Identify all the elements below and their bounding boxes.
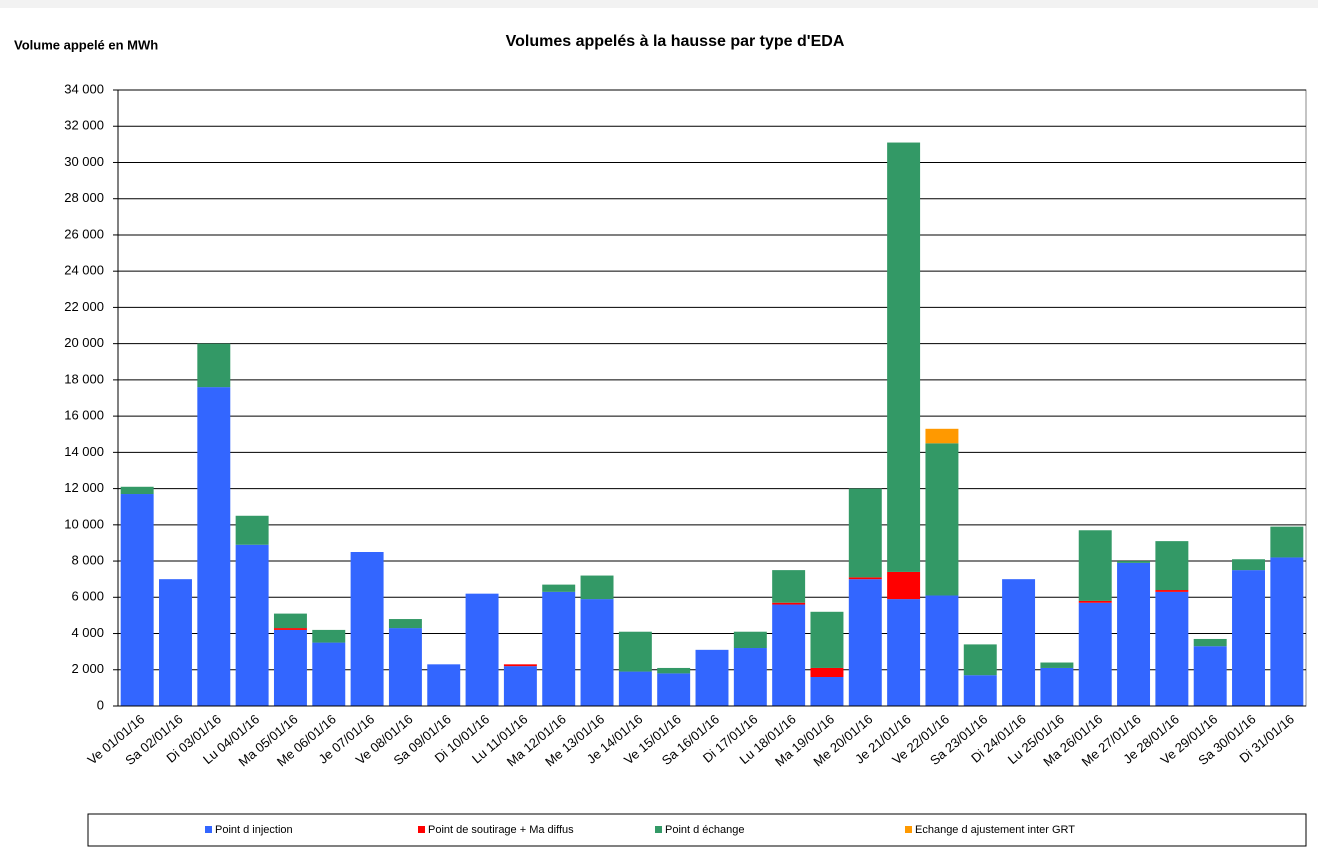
bar-segment bbox=[465, 593, 499, 706]
legend-label: Echange d ajustement inter GRT bbox=[915, 824, 1075, 836]
bar-segment bbox=[1155, 590, 1189, 592]
y-tick-label: 22 000 bbox=[64, 299, 104, 314]
bar-segment bbox=[887, 571, 921, 600]
top-strip bbox=[0, 0, 1318, 8]
bar-segment bbox=[503, 664, 537, 667]
legend-swatch bbox=[655, 826, 662, 833]
bar-segment bbox=[120, 486, 154, 495]
bar-segment bbox=[1117, 562, 1151, 706]
bar-segment bbox=[848, 579, 882, 706]
bar-segment bbox=[1232, 570, 1265, 706]
bar-segment bbox=[235, 515, 269, 545]
bar-segment bbox=[772, 604, 806, 706]
bar-segment bbox=[963, 675, 997, 706]
y-tick-label: 32 000 bbox=[64, 118, 104, 133]
bar-segment bbox=[542, 584, 576, 592]
legend-box bbox=[87, 813, 1307, 847]
bar-segment bbox=[887, 599, 921, 706]
bar-segment bbox=[235, 544, 269, 706]
bar-segment bbox=[312, 642, 346, 706]
legend-label: Point d injection bbox=[215, 824, 293, 836]
bar-segment bbox=[1155, 541, 1189, 591]
bar-segment bbox=[1155, 591, 1189, 706]
bar-segment bbox=[848, 577, 882, 580]
bar-segment bbox=[810, 677, 844, 706]
bar-segment bbox=[1193, 646, 1227, 706]
bar-segment bbox=[810, 667, 844, 678]
y-tick-label: 10 000 bbox=[64, 516, 104, 531]
y-tick-label: 28 000 bbox=[64, 190, 104, 205]
legend-swatch bbox=[418, 826, 425, 833]
y-tick-label: 2 000 bbox=[71, 661, 104, 676]
bar-segment bbox=[733, 631, 767, 649]
bar-segment bbox=[1078, 530, 1112, 601]
y-tick-label: 20 000 bbox=[64, 335, 104, 350]
bar-segment bbox=[580, 599, 614, 706]
bar-segment bbox=[925, 443, 959, 596]
bar-segment bbox=[963, 644, 997, 676]
bar-segment bbox=[197, 387, 231, 706]
bar-segment bbox=[1002, 579, 1036, 706]
bar-segment bbox=[120, 494, 154, 706]
legend-swatch bbox=[905, 826, 912, 833]
bar-segment bbox=[503, 666, 537, 706]
y-tick-label: 8 000 bbox=[71, 552, 104, 567]
bar-segment bbox=[388, 619, 422, 629]
y-axis-label: Volume appelé en MWh bbox=[14, 37, 158, 52]
legend-label: Point d échange bbox=[665, 824, 745, 836]
y-tick-label: 4 000 bbox=[71, 625, 104, 640]
legend-label: Point de soutirage + Ma diffus bbox=[428, 824, 574, 836]
bar-segment bbox=[887, 142, 921, 572]
bar-segment bbox=[427, 664, 461, 706]
bar-segment bbox=[657, 673, 691, 706]
y-tick-label: 24 000 bbox=[64, 263, 104, 278]
bar-segment bbox=[1078, 600, 1112, 603]
y-tick-label: 16 000 bbox=[64, 408, 104, 423]
bar-segment bbox=[925, 595, 959, 706]
bar-segment bbox=[1078, 602, 1112, 706]
bar-segment bbox=[1117, 561, 1151, 563]
legend-swatch bbox=[205, 826, 212, 833]
bar-segment bbox=[772, 570, 806, 603]
y-tick-label: 30 000 bbox=[64, 154, 104, 169]
chart-title: Volumes appelés à la hausse par type d'E… bbox=[506, 33, 845, 50]
bar-segment bbox=[695, 649, 729, 706]
bar-segment bbox=[810, 611, 844, 668]
y-tick-label: 6 000 bbox=[71, 589, 104, 604]
bar-segment bbox=[618, 671, 652, 706]
bar-segment bbox=[273, 629, 307, 706]
bar-segment bbox=[618, 631, 652, 672]
bar-segment bbox=[772, 602, 806, 605]
bar-segment bbox=[1040, 667, 1074, 706]
y-tick-label: 26 000 bbox=[64, 226, 104, 241]
bar-segment bbox=[733, 648, 767, 706]
bar-segment bbox=[1232, 559, 1265, 571]
bar-segment bbox=[273, 628, 307, 630]
bar-segment bbox=[197, 343, 231, 388]
bar-segment bbox=[580, 575, 614, 600]
y-tick-label: 14 000 bbox=[64, 444, 104, 459]
y-tick-label: 0 bbox=[97, 697, 104, 712]
bar-segment bbox=[1193, 638, 1227, 647]
y-tick-label: 34 000 bbox=[64, 81, 104, 96]
bar-segment bbox=[273, 613, 307, 629]
bar-segment bbox=[350, 552, 384, 706]
bar-segment bbox=[925, 428, 959, 444]
bar-segment bbox=[312, 629, 346, 643]
bar-segment bbox=[848, 488, 882, 578]
bar-segment bbox=[542, 591, 576, 706]
bar-segment bbox=[1040, 662, 1074, 668]
bar-segment bbox=[159, 579, 192, 706]
y-tick-label: 12 000 bbox=[64, 480, 104, 495]
bar-segment bbox=[657, 667, 691, 674]
bar-segment bbox=[388, 628, 422, 706]
bar-segment bbox=[1270, 526, 1304, 558]
bar-segment bbox=[1270, 557, 1304, 706]
y-tick-label: 18 000 bbox=[64, 371, 104, 386]
